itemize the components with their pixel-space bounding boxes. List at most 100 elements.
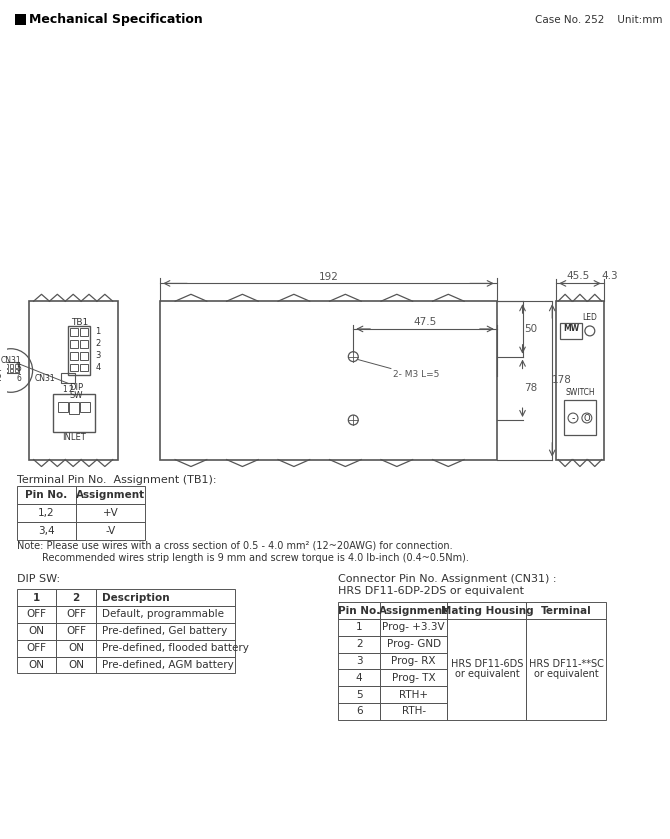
Text: Prog- GND: Prog- GND <box>387 639 441 649</box>
Text: 3,4: 3,4 <box>38 526 55 536</box>
Text: or equivalent: or equivalent <box>454 670 519 680</box>
Bar <box>15 369 18 373</box>
Text: 78: 78 <box>524 383 537 393</box>
Bar <box>380 602 448 619</box>
Text: Pre-defined, Gel battery: Pre-defined, Gel battery <box>102 626 227 636</box>
Bar <box>380 636 448 653</box>
Bar <box>556 301 604 460</box>
Text: 2: 2 <box>69 385 74 393</box>
Text: Pin No.: Pin No. <box>25 490 68 500</box>
Text: Description: Description <box>102 592 170 602</box>
Bar <box>338 636 380 653</box>
Text: 1: 1 <box>356 623 362 633</box>
Bar <box>160 301 496 460</box>
Bar <box>80 402 90 412</box>
Text: ON: ON <box>29 660 44 670</box>
Text: 1: 1 <box>33 592 40 602</box>
Bar <box>56 639 96 657</box>
Bar <box>56 623 96 639</box>
Bar <box>338 653 380 670</box>
Bar <box>56 657 96 674</box>
Bar <box>15 14 25 25</box>
Bar <box>380 653 448 670</box>
Bar <box>58 402 68 412</box>
Text: SW: SW <box>70 391 83 399</box>
Bar <box>527 619 606 720</box>
Bar <box>17 606 56 623</box>
Text: 1: 1 <box>95 327 100 336</box>
Text: OFF: OFF <box>27 609 46 619</box>
Bar <box>17 504 76 522</box>
Text: ON: ON <box>68 660 84 670</box>
Text: INLET: INLET <box>62 433 86 442</box>
Bar <box>380 619 448 636</box>
Bar <box>56 606 96 623</box>
Text: ON: ON <box>29 626 44 636</box>
Bar <box>380 703 448 720</box>
Text: Terminal Pin No.  Assignment (TB1):: Terminal Pin No. Assignment (TB1): <box>17 476 216 486</box>
Text: 4: 4 <box>95 363 100 372</box>
Bar <box>69 402 79 414</box>
Bar <box>70 328 78 336</box>
Bar <box>5 369 8 373</box>
Text: Connector Pin No. Assignment (CN31) :: Connector Pin No. Assignment (CN31) : <box>338 575 557 584</box>
Bar <box>338 670 380 686</box>
Bar <box>56 589 96 606</box>
Bar <box>560 323 582 339</box>
Text: RTH+: RTH+ <box>399 690 428 700</box>
Bar <box>76 522 145 539</box>
Bar <box>527 602 606 619</box>
Text: DIP: DIP <box>69 383 83 392</box>
Bar <box>448 619 527 720</box>
Text: HRS DF11-**SC: HRS DF11-**SC <box>529 659 604 670</box>
Bar <box>10 369 13 373</box>
Text: -: - <box>572 413 575 423</box>
Text: OFF: OFF <box>27 644 46 653</box>
Text: CN31: CN31 <box>1 356 21 365</box>
Bar <box>15 364 18 367</box>
Bar <box>17 639 56 657</box>
Bar <box>76 487 145 504</box>
Text: 6: 6 <box>16 374 21 383</box>
Text: OFF: OFF <box>66 626 86 636</box>
Bar <box>96 623 234 639</box>
Text: Pre-defined, AGM battery: Pre-defined, AGM battery <box>102 660 234 670</box>
Bar <box>17 623 56 639</box>
Text: 4.3: 4.3 <box>601 272 618 281</box>
Bar <box>96 589 234 606</box>
Bar <box>3 362 19 373</box>
Text: DIP SW:: DIP SW: <box>17 575 60 584</box>
Bar <box>17 589 56 606</box>
Text: HRS DF11-6DS: HRS DF11-6DS <box>451 659 523 670</box>
Text: Prog- TX: Prog- TX <box>392 673 436 683</box>
Bar <box>70 340 78 347</box>
Bar <box>29 301 118 460</box>
Text: Mechanical Specification: Mechanical Specification <box>29 13 202 26</box>
Text: CN31: CN31 <box>35 374 56 383</box>
Bar <box>96 657 234 674</box>
Text: 1,2: 1,2 <box>38 508 55 518</box>
Text: Case No. 252    Unit:mm: Case No. 252 Unit:mm <box>535 14 662 24</box>
Text: 5: 5 <box>16 364 21 373</box>
Text: Prog- RX: Prog- RX <box>391 656 436 666</box>
Bar <box>70 363 78 372</box>
Bar <box>54 394 95 432</box>
Text: LED: LED <box>582 313 597 321</box>
Text: 3: 3 <box>356 656 362 666</box>
Bar <box>448 602 527 619</box>
Bar <box>338 686 380 703</box>
Text: 47.5: 47.5 <box>413 317 437 327</box>
Text: Prog- +3.3V: Prog- +3.3V <box>383 623 445 633</box>
Text: Terminal: Terminal <box>541 606 592 616</box>
Text: 192: 192 <box>319 273 338 283</box>
Text: Assignment: Assignment <box>379 606 448 616</box>
Bar <box>17 487 76 504</box>
Text: or equivalent: or equivalent <box>534 670 598 680</box>
Text: 2- M3 L=5: 2- M3 L=5 <box>393 370 440 379</box>
Text: SWITCH: SWITCH <box>565 388 595 397</box>
Text: 2: 2 <box>0 374 1 383</box>
Text: 5: 5 <box>356 690 362 700</box>
Text: 4: 4 <box>356 673 362 683</box>
Text: 2: 2 <box>95 339 100 348</box>
Bar <box>80 352 88 360</box>
